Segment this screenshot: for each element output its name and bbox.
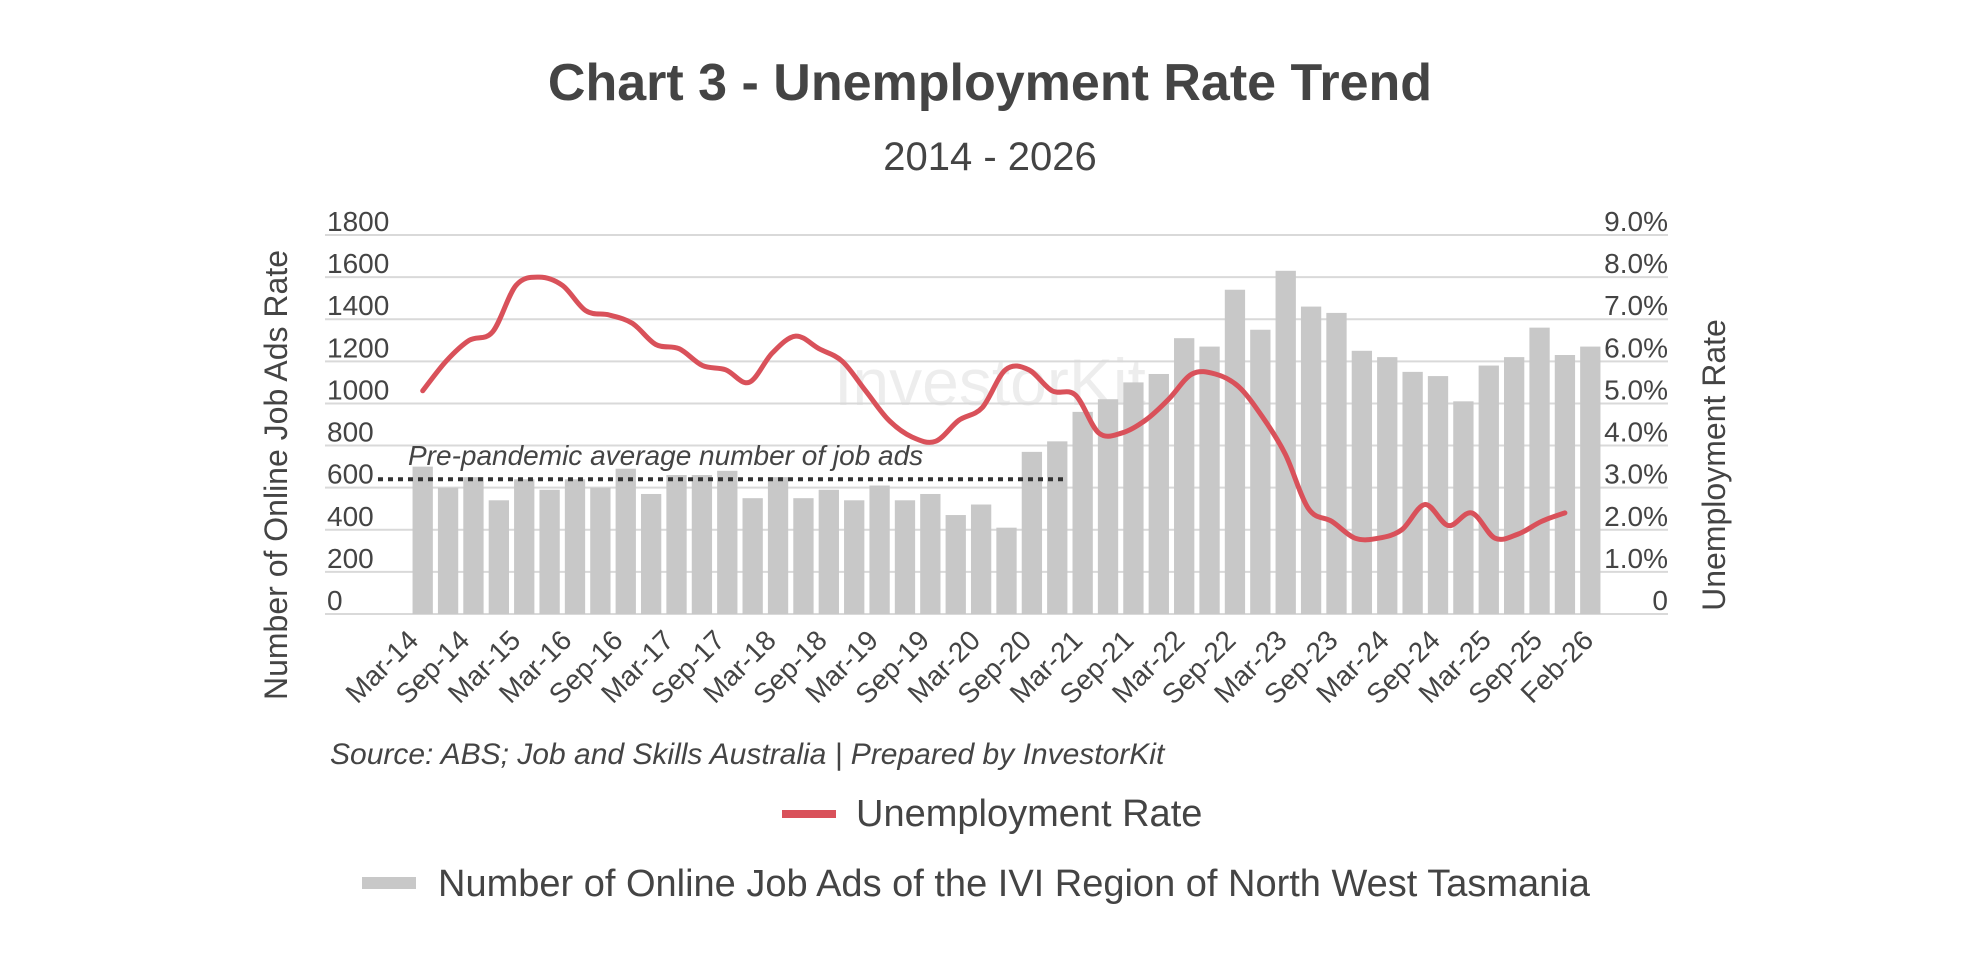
left-tick-label: 200	[327, 543, 374, 574]
right-tick-label: 9.0%	[1604, 206, 1668, 237]
left-axis-ticks: 0 200 400 600 800 1000 1200 1400 1600 1800	[327, 206, 389, 616]
right-axis-ticks: 0 1.0% 2.0% 3.0% 4.0% 5.0% 6.0% 7.0% 8.0% 9.0%	[1604, 206, 1668, 616]
bar	[1148, 373, 1169, 614]
bar	[691, 475, 713, 614]
bar	[742, 498, 763, 614]
bar	[1021, 451, 1043, 614]
right-tick-label: 5.0%	[1604, 374, 1668, 405]
legend: Unemployment Rate Number of Online Job A…	[362, 793, 1591, 905]
left-tick-label: 1800	[327, 206, 389, 237]
bar	[1402, 371, 1423, 614]
bar	[1478, 365, 1499, 614]
right-axis-title: Unemployment Rate	[1696, 319, 1732, 611]
x-axis-ticks: Mar-14Sep-14Mar-15Mar-16Sep-16Mar-17Sep-…	[340, 624, 1600, 710]
bar	[1300, 306, 1322, 614]
bar	[488, 500, 509, 614]
bar	[412, 466, 433, 614]
bar	[1047, 441, 1068, 614]
chart-title: Chart 3 - Unemployment Rate Trend	[548, 54, 1432, 112]
left-axis-title: Number of Online Job Ads Rate	[258, 250, 294, 700]
watermark: InvestorKit	[834, 345, 1146, 419]
bar	[514, 479, 535, 614]
bar	[590, 487, 611, 614]
bar	[1453, 401, 1474, 614]
chart-subtitle: 2014 - 2026	[883, 135, 1097, 179]
bar	[894, 500, 916, 614]
bar	[564, 479, 586, 614]
left-tick-label: 600	[327, 459, 374, 490]
bar	[1554, 355, 1576, 614]
right-tick-label: 6.0%	[1604, 332, 1668, 363]
bar	[640, 493, 662, 614]
bar	[1351, 350, 1373, 614]
left-tick-label: 800	[327, 417, 374, 448]
job-ads-bars	[412, 270, 1601, 614]
bar	[1072, 411, 1093, 614]
left-tick-label: 1200	[327, 332, 389, 363]
right-tick-label: 8.0%	[1604, 248, 1668, 279]
bar	[1275, 270, 1296, 614]
bar	[793, 498, 814, 614]
left-tick-label: 1400	[327, 290, 389, 321]
bar	[1199, 346, 1220, 614]
left-tick-label: 0	[327, 585, 343, 616]
bar	[1123, 382, 1144, 614]
left-tick-label: 1600	[327, 248, 389, 279]
bar	[717, 470, 738, 614]
right-tick-label: 4.0%	[1604, 417, 1668, 448]
unemployment-rate-line	[420, 274, 1568, 543]
bar	[844, 500, 865, 614]
right-tick-label: 0	[1652, 585, 1668, 616]
right-tick-label: 3.0%	[1604, 459, 1668, 490]
left-tick-label: 1000	[327, 374, 389, 405]
bar	[437, 487, 459, 614]
bar	[818, 489, 839, 614]
bar	[1529, 327, 1550, 614]
bar	[1174, 338, 1195, 614]
bar	[1326, 312, 1347, 614]
right-tick-label: 1.0%	[1604, 543, 1668, 574]
source-note: Source: ABS; Job and Skills Australia | …	[330, 738, 1166, 771]
bar	[970, 504, 992, 614]
bar	[869, 485, 890, 614]
legend-job-ads: Number of Online Job Ads of the IVI Regi…	[438, 863, 1591, 905]
bar	[1377, 357, 1398, 614]
bar	[1504, 357, 1525, 614]
bar	[1427, 376, 1449, 614]
bar	[767, 477, 789, 614]
bar	[666, 475, 687, 614]
pre-pandemic-average-line: Pre-pandemic average number of job ads	[378, 440, 1068, 482]
bar	[539, 489, 560, 614]
right-tick-label: 7.0%	[1604, 290, 1668, 321]
reference-annotation: Pre-pandemic average number of job ads	[408, 440, 923, 471]
bar	[1250, 329, 1271, 614]
unemployment-line-path	[420, 274, 1568, 543]
bar	[615, 468, 636, 614]
bar	[1224, 289, 1246, 614]
right-tick-label: 2.0%	[1604, 501, 1668, 532]
legend-unemployment-rate: Unemployment Rate	[856, 793, 1202, 835]
bar	[463, 477, 484, 614]
bar	[996, 527, 1017, 614]
left-tick-label: 400	[327, 501, 374, 532]
bar	[945, 515, 966, 614]
bar	[920, 493, 941, 614]
bar	[1097, 399, 1119, 614]
bar	[1580, 346, 1601, 614]
